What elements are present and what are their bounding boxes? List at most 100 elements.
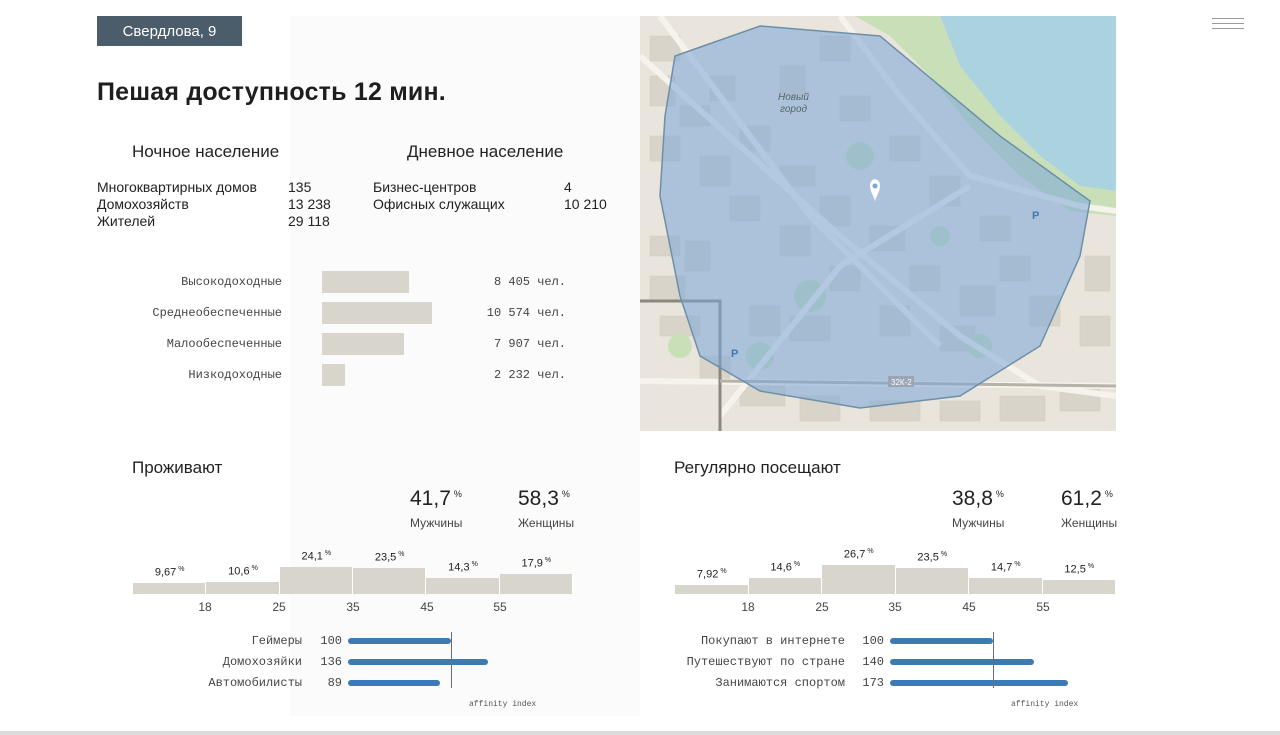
age-bar [748,577,822,594]
district-label: Новый [778,92,809,103]
age-tick: 18 [741,600,755,614]
night-population-heading: Ночное население [132,142,280,161]
district-label: город [780,104,808,115]
age-bar-label: 23,5% [917,551,948,564]
age-bar [133,583,207,594]
interest-value: 136 [320,655,342,669]
interest-label: Автомобилисты [208,676,302,690]
age-bar-label: 23,5% [374,551,405,564]
residents-age-chart: 9,67% 10,6% 24,1% 23,5% 14,3% 17,9% [133,540,573,594]
interest-value: 140 [862,655,884,669]
interest-label: Занимаются спортом [715,676,845,690]
walking-zone-map[interactable]: Новый город 32К-2 P P [640,16,1116,431]
interest-bar [890,638,993,644]
age-tick: 25 [815,600,829,614]
age-bar-label: 17,9% [521,557,552,570]
night-label: Многоквартирных домов [97,179,257,195]
income-bar [322,271,410,293]
income-label: Малообеспеченные [166,337,282,351]
address-tag: Свердлова, 9 [97,16,242,46]
residents-men-label: Мужчины [410,516,463,530]
income-value: 7 907 чел. [493,337,566,351]
affinity-baseline [993,632,994,688]
interest-value: 100 [320,634,342,648]
interest-value: 100 [862,634,884,648]
interest-bar [348,638,451,644]
age-bar-label: 12,5% [1064,563,1095,576]
age-bar [206,582,280,594]
income-value: 2 232 чел. [493,368,566,382]
parking-icon: P [1032,210,1039,222]
age-tick: 18 [198,600,212,614]
age-bar [895,568,969,594]
residents-men-value: 41,7% [410,487,462,510]
visitors-women-value: 61,2% [1061,487,1113,510]
age-bar [279,567,353,594]
income-bar [322,302,432,324]
age-bar [353,568,427,594]
age-bar [499,574,573,594]
age-bar [675,585,749,594]
affinity-caption: affinity index [469,700,537,709]
interest-label: Покупают в интернете [700,634,845,648]
age-tick: 35 [888,600,902,614]
age-tick: 45 [420,600,434,614]
age-bar-label: 24,1% [301,550,332,564]
interest-bar [890,680,1069,686]
income-bar [322,333,405,355]
day-value: 4 [564,179,572,195]
interest-value: 173 [862,676,884,690]
age-tick: 25 [272,600,286,614]
residents-women-label: Женщины [518,516,575,530]
age-bar [1042,580,1116,594]
interest-bar [890,659,1035,665]
night-value: 135 [288,179,312,195]
night-value: 13 238 [288,196,331,212]
income-label: Высокодоходные [181,275,282,289]
content-sheet [290,16,640,716]
day-label: Офисных служащих [373,196,505,212]
income-value: 10 574 чел. [486,306,566,320]
income-bar [322,364,346,386]
visitors-men-label: Мужчины [952,516,1005,530]
parking-icon: P [731,348,738,360]
residents-heading: Проживают [132,458,223,477]
income-value: 8 405 чел. [493,275,566,289]
day-label: Бизнес-центров [373,179,477,195]
night-label: Жителей [97,213,156,229]
age-bar-label: 7,92% [696,568,727,581]
age-bar-label: 26,7% [843,547,874,561]
night-label: Домохозяйств [97,196,189,212]
age-tick: 55 [1036,600,1050,614]
age-bar-label: 10,6% [228,565,258,578]
interest-value: 89 [327,676,342,690]
visitors-women-label: Женщины [1061,516,1118,530]
visitors-men-value: 38,8% [952,487,1004,510]
age-bar-label: 9,67% [154,566,185,580]
age-tick: 55 [493,600,507,614]
visitors-heading: Регулярно посещают [674,458,841,477]
interest-bar [348,680,440,686]
visitors-age-chart: 7,92% 14,6% 26,7% 23,5% 14,7% 12,5% [675,540,1116,594]
age-tick: 35 [346,600,360,614]
page-title: Пешая доступность 12 мин. [97,78,446,106]
interest-label: Домохозяйки [222,655,302,669]
affinity-baseline [451,632,452,688]
age-bar-label: 14,6% [770,560,801,574]
menu-icon[interactable] [1212,18,1244,30]
age-bar [426,578,500,594]
age-tick: 45 [962,600,976,614]
age-bar-label: 14,7% [990,560,1021,574]
interest-bar [348,659,489,665]
bottom-divider [0,731,1280,735]
road-label: 32К-2 [891,378,912,387]
age-bar [822,564,896,594]
interest-label: Путешествуют по стране [686,655,845,669]
day-population-heading: Дневное население [407,142,564,161]
age-bar [969,577,1043,594]
night-value: 29 118 [288,213,330,229]
income-label: Низкодоходные [188,368,282,382]
residents-women-value: 58,3% [518,487,570,510]
income-label: Среднеобеспеченные [152,306,282,320]
day-value: 10 210 [564,196,607,212]
